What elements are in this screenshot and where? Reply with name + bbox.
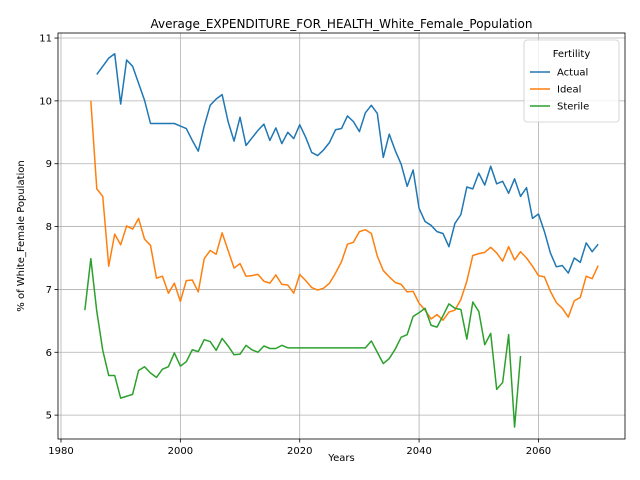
y-tick-label: 6 [46, 348, 52, 359]
series-line-actual [96, 52, 599, 274]
legend: Fertility Actual Ideal Sterile [523, 39, 620, 123]
y-tick-label: 11 [39, 34, 52, 45]
series-lines [84, 52, 599, 428]
legend-label-sterile: Sterile [557, 102, 589, 113]
legend-items: Actual Ideal Sterile [530, 68, 589, 113]
x-tick-label: 2060 [526, 446, 551, 457]
plot-frame [57, 32, 626, 440]
x-axis-label: Years [327, 453, 354, 464]
legend-title: Fertility [553, 49, 591, 60]
y-tick-label: 7 [46, 285, 52, 296]
y-tick-label: 5 [46, 411, 52, 422]
y-tick-label: 9 [46, 159, 52, 170]
x-tick-label: 2000 [168, 446, 193, 457]
series-line-sterile [84, 257, 522, 428]
y-tick-label: 8 [46, 222, 52, 233]
chart-title: Average_EXPENDITURE_FOR_HEALTH_White_Fem… [151, 17, 533, 31]
axis-ticks: 1980 2000 2020 2040 2060 5 6 7 8 9 10 11 [39, 34, 551, 457]
x-tick-label: 1980 [48, 446, 73, 457]
x-tick-label: 2040 [406, 446, 431, 457]
y-tick-label: 10 [39, 96, 52, 107]
legend-label-actual: Actual [557, 68, 588, 79]
y-axis-label: % of White_Female Population [16, 160, 27, 311]
legend-label-ideal: Ideal [557, 85, 581, 96]
legend-box [523, 39, 620, 123]
series-line-ideal [90, 100, 599, 321]
x-tick-label: 2020 [287, 446, 312, 457]
